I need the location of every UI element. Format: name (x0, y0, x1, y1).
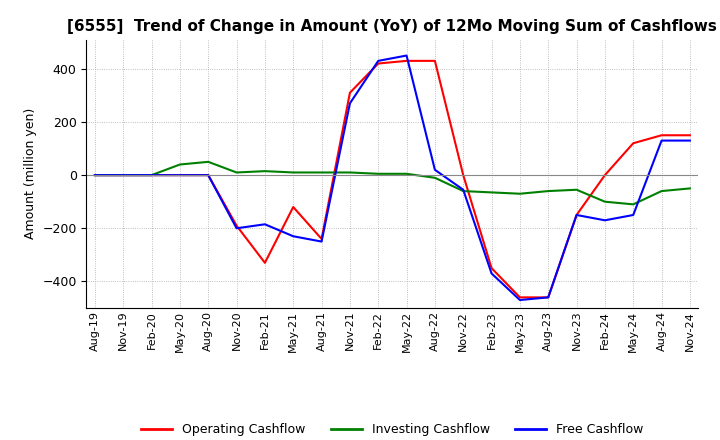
Investing Cashflow (516, 191, 524, 196)
Operating Cashflow (204, 172, 212, 178)
Operating Cashflow (346, 90, 354, 95)
Free Cashflow (176, 172, 184, 178)
Operating Cashflow (318, 236, 326, 242)
Operating Cashflow (261, 260, 269, 265)
Operating Cashflow (544, 295, 552, 300)
Investing Cashflow (544, 188, 552, 194)
Free Cashflow (459, 187, 467, 192)
Investing Cashflow (374, 171, 382, 176)
Free Cashflow (148, 172, 156, 178)
Operating Cashflow (572, 213, 581, 218)
Investing Cashflow (204, 159, 212, 165)
Title: [6555]  Trend of Change in Amount (YoY) of 12Mo Moving Sum of Cashflows: [6555] Trend of Change in Amount (YoY) o… (68, 19, 717, 34)
Free Cashflow (685, 138, 694, 143)
Investing Cashflow (402, 171, 411, 176)
Operating Cashflow (629, 141, 637, 146)
Operating Cashflow (685, 132, 694, 138)
Investing Cashflow (318, 170, 326, 175)
Free Cashflow (374, 58, 382, 63)
Operating Cashflow (148, 172, 156, 178)
Free Cashflow (204, 172, 212, 178)
Investing Cashflow (148, 172, 156, 178)
Investing Cashflow (431, 175, 439, 180)
Investing Cashflow (346, 170, 354, 175)
Free Cashflow (657, 138, 666, 143)
Investing Cashflow (91, 172, 99, 178)
Investing Cashflow (487, 190, 496, 195)
Operating Cashflow (600, 172, 609, 178)
Legend: Operating Cashflow, Investing Cashflow, Free Cashflow: Operating Cashflow, Investing Cashflow, … (136, 418, 649, 440)
Investing Cashflow (233, 170, 241, 175)
Operating Cashflow (431, 58, 439, 63)
Free Cashflow (572, 213, 581, 218)
Investing Cashflow (600, 199, 609, 204)
Operating Cashflow (119, 172, 127, 178)
Operating Cashflow (402, 58, 411, 63)
Free Cashflow (487, 271, 496, 276)
Free Cashflow (91, 172, 99, 178)
Operating Cashflow (91, 172, 99, 178)
Investing Cashflow (657, 188, 666, 194)
Free Cashflow (516, 297, 524, 303)
Investing Cashflow (629, 202, 637, 207)
Investing Cashflow (119, 172, 127, 178)
Operating Cashflow (289, 204, 297, 209)
Free Cashflow (629, 213, 637, 218)
Free Cashflow (600, 218, 609, 223)
Free Cashflow (318, 239, 326, 244)
Investing Cashflow (685, 186, 694, 191)
Investing Cashflow (459, 188, 467, 194)
Free Cashflow (233, 226, 241, 231)
Free Cashflow (402, 53, 411, 58)
Line: Investing Cashflow: Investing Cashflow (95, 162, 690, 204)
Line: Operating Cashflow: Operating Cashflow (95, 61, 690, 297)
Investing Cashflow (289, 170, 297, 175)
Free Cashflow (261, 222, 269, 227)
Operating Cashflow (487, 265, 496, 271)
Investing Cashflow (176, 162, 184, 167)
Operating Cashflow (516, 295, 524, 300)
Free Cashflow (119, 172, 127, 178)
Operating Cashflow (176, 172, 184, 178)
Operating Cashflow (657, 132, 666, 138)
Investing Cashflow (572, 187, 581, 192)
Operating Cashflow (374, 61, 382, 66)
Operating Cashflow (459, 172, 467, 178)
Line: Free Cashflow: Free Cashflow (95, 55, 690, 300)
Free Cashflow (544, 295, 552, 300)
Y-axis label: Amount (million yen): Amount (million yen) (24, 108, 37, 239)
Operating Cashflow (233, 223, 241, 228)
Free Cashflow (431, 167, 439, 172)
Investing Cashflow (261, 169, 269, 174)
Free Cashflow (289, 234, 297, 239)
Free Cashflow (346, 101, 354, 106)
